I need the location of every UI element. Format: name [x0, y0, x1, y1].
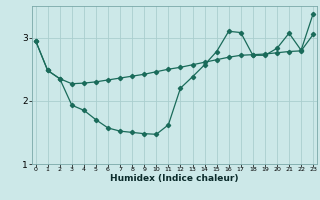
X-axis label: Humidex (Indice chaleur): Humidex (Indice chaleur) — [110, 174, 239, 183]
